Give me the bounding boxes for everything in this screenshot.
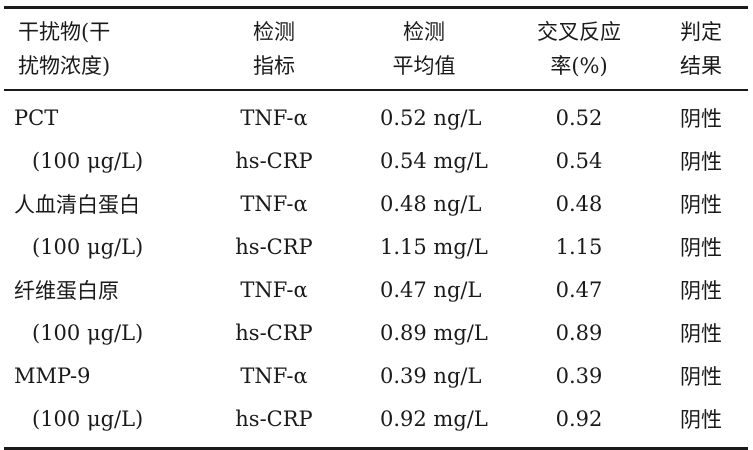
table-row: (100 μg/L) hs-CRP 0.92 mg/L 0.92 阴性 <box>4 398 748 441</box>
header-indicator-line1: 检测 <box>253 20 295 44</box>
table-row: 人血清白蛋白 TNF-α 0.48 ng/L 0.48 阴性 <box>4 183 748 226</box>
cross-reactivity-cell: 0.89 <box>555 321 603 345</box>
indicator-cell: hs-CRP <box>235 407 313 431</box>
cross-reactivity-cell: 1.15 <box>555 235 603 259</box>
cross-reactivity-cell: 0.52 <box>555 106 603 130</box>
indicator-cell: hs-CRP <box>235 149 313 173</box>
interferent-cell: (100 μg/L) <box>32 321 144 345</box>
mean-cell: 0.48 ng/L <box>380 192 482 216</box>
indicator-cell: TNF-α <box>240 364 308 388</box>
header-cross-reactivity-line2: 率(%) <box>550 54 608 78</box>
table-row: (100 μg/L) hs-CRP 0.89 mg/L 0.89 阴性 <box>4 312 748 355</box>
result-cell: 阴性 <box>680 236 722 260</box>
header-result-line1: 判定 <box>680 20 722 44</box>
header-indicator: 检测 指标 <box>204 9 344 89</box>
mean-cell: 0.39 ng/L <box>380 364 482 388</box>
interferent-cell: MMP-9 <box>14 364 91 388</box>
cross-reactivity-cell: 0.47 <box>555 278 603 302</box>
header-mean: 检测 平均值 <box>344 9 504 89</box>
interferent-cell: (100 μg/L) <box>32 235 144 259</box>
table-row: MMP-9 TNF-α 0.39 ng/L 0.39 阴性 <box>4 355 748 398</box>
cross-reactivity-cell: 0.54 <box>555 149 603 173</box>
table-body: PCT TNF-α 0.52 ng/L 0.52 阴性 (100 μg/L) h… <box>4 91 748 447</box>
result-cell: 阴性 <box>680 193 722 217</box>
header-rule <box>4 89 748 91</box>
mean-cell: 0.54 mg/L <box>380 149 488 173</box>
mean-cell: 0.89 mg/L <box>380 321 488 345</box>
table-row: (100 μg/L) hs-CRP 1.15 mg/L 1.15 阴性 <box>4 226 748 269</box>
result-cell: 阴性 <box>680 408 722 432</box>
table-header: 干扰物(干 扰物浓度) 检测 指标 检测 平均值 交叉反应 率(%) 判定 结果 <box>4 9 748 89</box>
cross-reactivity-cell: 0.39 <box>555 364 603 388</box>
interferent-cell: (100 μg/L) <box>32 149 144 173</box>
interferent-cell: PCT <box>14 106 59 130</box>
header-mean-line1: 检测 <box>403 20 445 44</box>
interferent-cell: 纤维蛋白原 <box>14 279 119 303</box>
indicator-cell: hs-CRP <box>235 321 313 345</box>
interferent-cell: (100 μg/L) <box>32 407 144 431</box>
interferent-cell: 人血清白蛋白 <box>14 193 140 217</box>
header-result: 判定 结果 <box>654 9 748 89</box>
interference-table: 干扰物(干 扰物浓度) 检测 指标 检测 平均值 交叉反应 率(%) 判定 结果… <box>4 6 748 450</box>
cross-reactivity-cell: 0.92 <box>555 407 603 431</box>
mean-cell: 0.47 ng/L <box>380 278 482 302</box>
header-interferent: 干扰物(干 扰物浓度) <box>4 9 204 89</box>
header-cross-reactivity-line1: 交叉反应 <box>537 20 621 44</box>
result-cell: 阴性 <box>680 365 722 389</box>
mean-cell: 0.92 mg/L <box>380 407 488 431</box>
indicator-cell: TNF-α <box>240 278 308 302</box>
mean-cell: 1.15 mg/L <box>380 235 488 259</box>
result-cell: 阴性 <box>680 279 722 303</box>
header-mean-line2: 平均值 <box>392 54 456 78</box>
top-rule <box>4 6 748 9</box>
header-interferent-line2: 扰物浓度) <box>18 54 111 78</box>
table-row: 纤维蛋白原 TNF-α 0.47 ng/L 0.47 阴性 <box>4 269 748 312</box>
header-indicator-line2: 指标 <box>253 54 295 78</box>
result-cell: 阴性 <box>680 150 722 174</box>
indicator-cell: hs-CRP <box>235 235 313 259</box>
header-interferent-line1: 干扰物(干 <box>18 20 111 44</box>
table-row: PCT TNF-α 0.52 ng/L 0.52 阴性 <box>4 97 748 140</box>
mean-cell: 0.52 ng/L <box>380 106 482 130</box>
header-result-line2: 结果 <box>680 54 722 78</box>
cross-reactivity-cell: 0.48 <box>555 192 603 216</box>
indicator-cell: TNF-α <box>240 192 308 216</box>
indicator-cell: TNF-α <box>240 106 308 130</box>
result-cell: 阴性 <box>680 322 722 346</box>
header-cross-reactivity: 交叉反应 率(%) <box>504 9 654 89</box>
result-cell: 阴性 <box>680 107 722 131</box>
table-row: (100 μg/L) hs-CRP 0.54 mg/L 0.54 阴性 <box>4 140 748 183</box>
